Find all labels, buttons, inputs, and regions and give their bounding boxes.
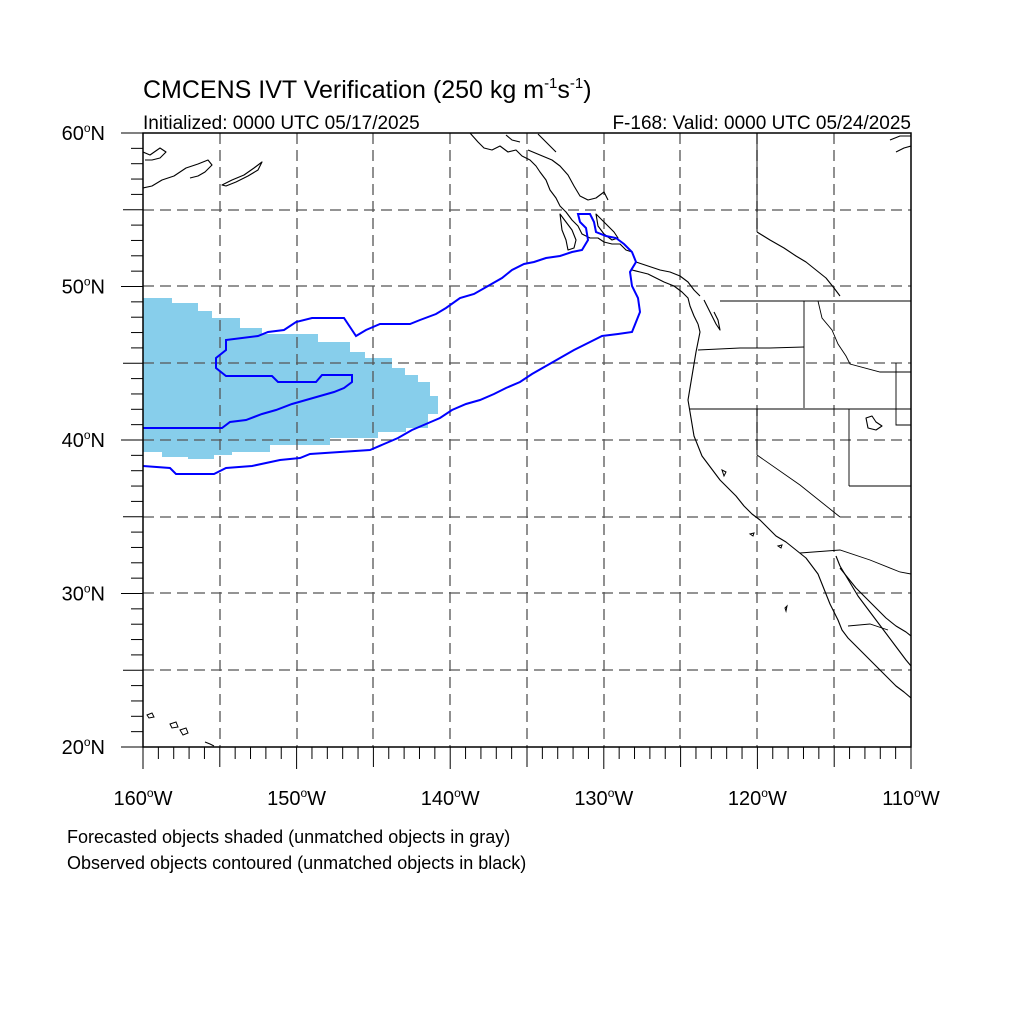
lon-label-120: 120oW (728, 786, 787, 810)
lon-label-150: 150oW (267, 786, 326, 810)
forecast-object-shading (143, 298, 438, 459)
lon-label-130: 130oW (574, 786, 633, 810)
valid-time-label: F-168: Valid: 0000 UTC 05/24/2025 (612, 113, 911, 134)
init-time-label: Initialized: 0000 UTC 05/17/2025 (143, 113, 420, 134)
lat-label-20: 20oN (62, 735, 105, 759)
latitude-labels: 60oN 50oN 40oN 30oN 20oN (62, 121, 105, 759)
footer-note-forecast: Forecasted objects shaded (unmatched obj… (67, 827, 510, 847)
lon-label-160: 160oW (114, 786, 173, 810)
islands (146, 469, 788, 747)
lat-label-30: 30oN (62, 582, 105, 606)
lon-label-140: 140oW (421, 786, 480, 810)
footer-note-observed: Observed objects contoured (unmatched ob… (67, 853, 526, 873)
lat-label-50: 50oN (62, 275, 105, 299)
political-boundaries (690, 133, 911, 631)
lon-label-110: 110oW (882, 786, 940, 810)
axis-ticks (121, 132, 912, 769)
coastlines (143, 133, 911, 699)
map-title: CMCENS IVT Verification (250 kg m-1s-1) (143, 75, 592, 104)
longitude-labels: 160oW 150oW 140oW 130oW 120oW 110oW (114, 786, 940, 810)
lat-label-60: 60oN (62, 121, 105, 145)
observed-object-contour (143, 213, 642, 475)
lat-label-40: 40oN (62, 428, 105, 452)
